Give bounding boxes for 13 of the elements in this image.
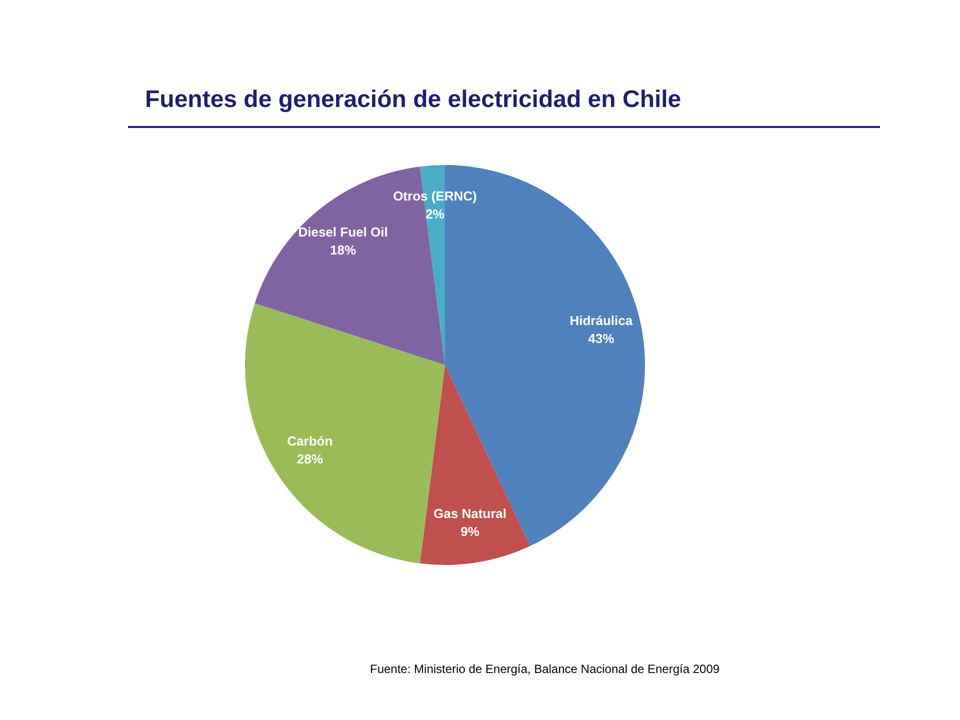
pie-slice: [420, 365, 530, 565]
slice-label: Diesel Fuel Oil: [298, 224, 388, 240]
data-label: 18%: [330, 242, 356, 258]
slice-label: Gas Natural: [434, 506, 507, 522]
slice-label: Carbón: [287, 434, 333, 449]
slice-label: Hidráulica: [570, 313, 634, 328]
data-label: 28%: [296, 452, 324, 467]
data-label: 9%: [460, 524, 480, 540]
source-note: Fuente: Ministerio de Energía, Balance Nacional de Energía 2009: [370, 662, 720, 676]
data-label: 43%: [588, 331, 615, 346]
data-label: 2%: [426, 206, 445, 222]
chart-title: Fuentes de generación de electricidad en Chile: [145, 86, 682, 114]
slice-label: Otros (ERNC): [393, 188, 477, 204]
